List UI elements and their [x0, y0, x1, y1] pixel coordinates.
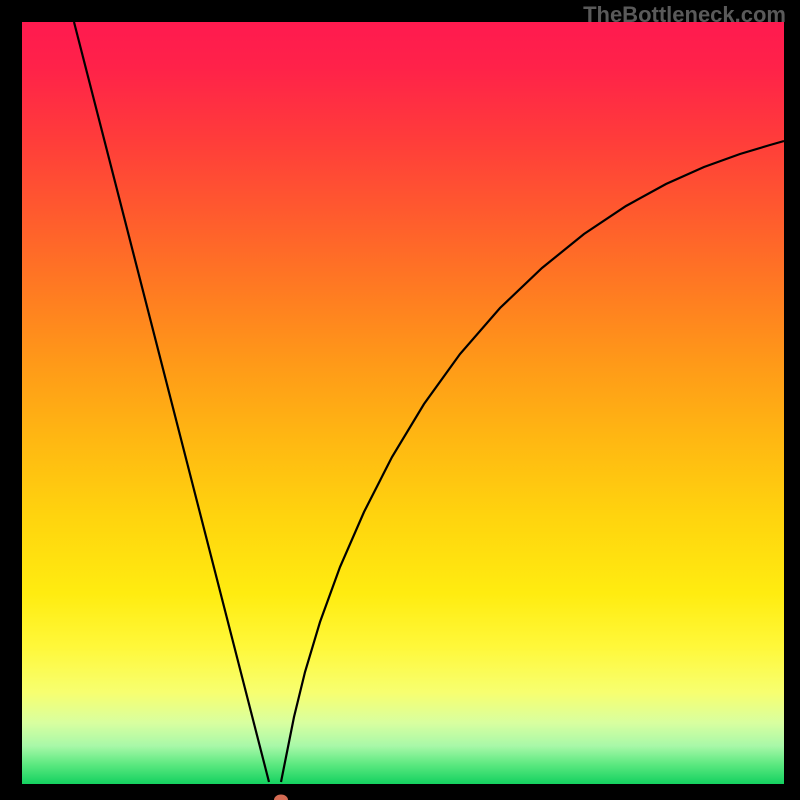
- bottleneck-chart: TheBottleneck.com: [0, 0, 800, 800]
- chart-border-left: [0, 0, 22, 800]
- chart-border-right: [784, 0, 800, 800]
- chart-border-bottom: [0, 784, 800, 800]
- watermark-text: TheBottleneck.com: [583, 2, 786, 28]
- bottleneck-marker: [274, 795, 288, 800]
- gradient-background: [22, 22, 784, 784]
- plot-area: [22, 22, 784, 784]
